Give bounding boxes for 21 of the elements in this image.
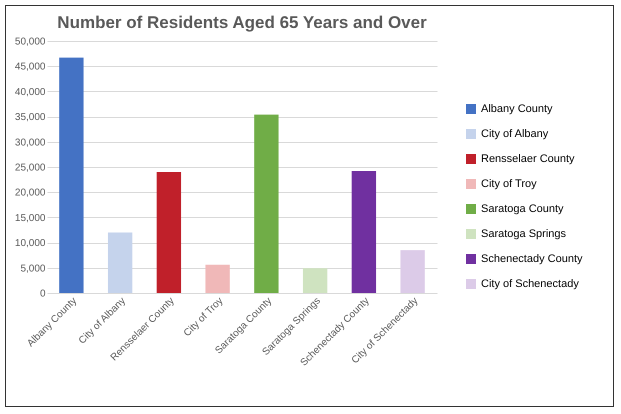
y-tick-label: 5,000 xyxy=(20,263,46,274)
y-tick-label: 0 xyxy=(40,288,46,300)
chart-title: Number of Residents Aged 65 Years and Over xyxy=(57,13,428,32)
y-tick-label: 25,000 xyxy=(14,162,46,174)
legend-label: Saratoga Springs xyxy=(481,228,566,240)
x-tick-label: City of Troy xyxy=(182,296,226,340)
y-tick-label: 40,000 xyxy=(14,86,46,98)
y-tick-label: 15,000 xyxy=(14,212,46,224)
y-tick-label: 30,000 xyxy=(14,137,46,148)
legend-label: City of Schenectady xyxy=(481,278,580,290)
legend-label: City of Albany xyxy=(481,128,549,140)
legend-label: Saratoga County xyxy=(481,203,564,215)
y-tick-label: 20,000 xyxy=(14,188,46,199)
legend-label: Rensselaer County xyxy=(481,153,576,165)
y-tick-label: 10,000 xyxy=(14,238,46,250)
y-tick-label: 35,000 xyxy=(14,112,46,124)
y-tick-label: 50,000 xyxy=(14,36,46,48)
legend-label: Schenectady County xyxy=(481,253,584,265)
legend-label: City of Troy xyxy=(481,178,538,190)
y-tick-label: 45,000 xyxy=(14,62,46,73)
legend-label: Albany County xyxy=(481,103,554,115)
